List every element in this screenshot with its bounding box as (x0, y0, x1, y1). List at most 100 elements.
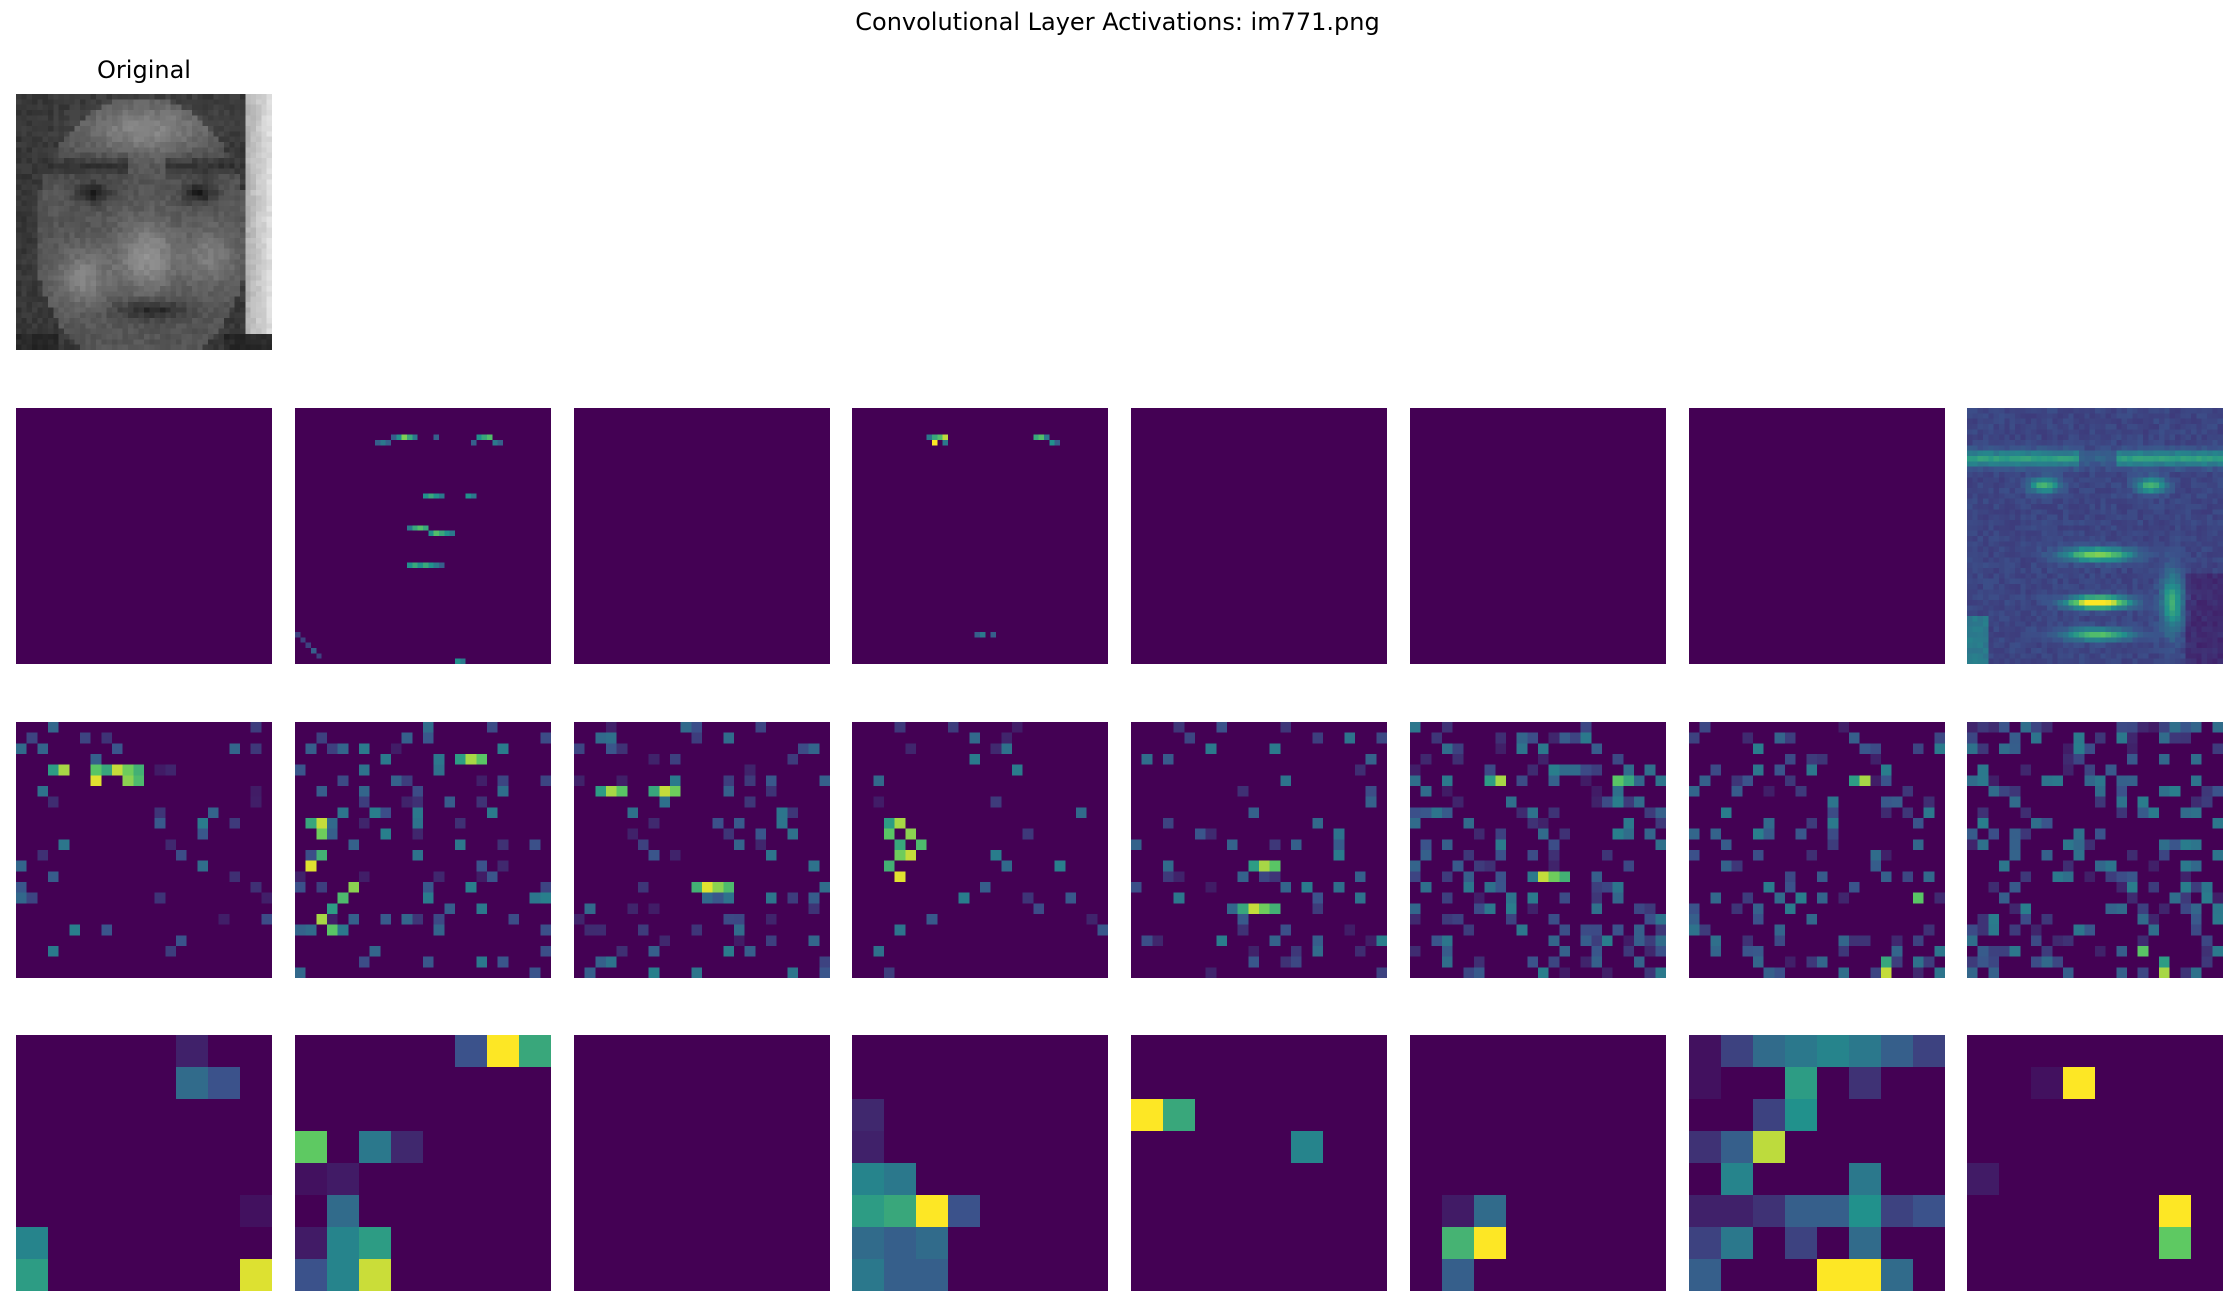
image-pixel (74, 195, 80, 201)
image-pixel (224, 334, 230, 340)
image-pixel (250, 291, 256, 297)
activation-cell (2009, 445, 2015, 451)
activation-cell (2116, 578, 2122, 584)
activation-cell (2148, 552, 2154, 558)
activation-cell (808, 860, 820, 872)
image-pixel (181, 120, 187, 126)
activation-cell (1141, 754, 1153, 765)
image-pixel (26, 190, 32, 196)
activation-cell (2207, 456, 2213, 462)
image-pixel (144, 131, 150, 137)
image-pixel (144, 200, 150, 206)
image-pixel (128, 211, 134, 217)
activation-cell (2127, 557, 2133, 563)
activation-cell (2191, 536, 2197, 542)
image-pixel (133, 206, 139, 212)
activation-cell (2057, 546, 2063, 552)
image-pixel (160, 147, 166, 153)
activation-cell (1972, 424, 1978, 430)
activation-cell (1977, 413, 1983, 419)
activation-cell (2191, 418, 2197, 424)
image-pixel (58, 254, 64, 260)
image-pixel (144, 174, 150, 180)
activation-cell (305, 642, 311, 648)
image-pixel (85, 115, 91, 121)
image-pixel (133, 179, 139, 185)
activation-cell (2015, 530, 2021, 536)
image-pixel (234, 232, 240, 238)
activation-cell (2148, 616, 2154, 622)
activation-cell (2185, 552, 2191, 558)
activation-cell (2089, 536, 2095, 542)
image-pixel (192, 323, 198, 329)
activation-cell (380, 754, 391, 765)
activation-cell (2191, 504, 2197, 510)
image-pixel (48, 302, 54, 308)
activation-cell (2180, 578, 2186, 584)
activation-cell (2063, 648, 2069, 654)
activation-cell (2159, 472, 2165, 478)
activation-cell (2169, 658, 2175, 664)
activation-cell (1999, 605, 2005, 611)
image-pixel (101, 152, 107, 158)
activation-cell (2175, 445, 2181, 451)
activation-cell (2031, 440, 2037, 446)
activation-cell (2073, 493, 2079, 499)
image-pixel (32, 131, 38, 137)
activation-cell (2057, 589, 2063, 595)
activation-cell (2041, 477, 2047, 483)
activation-cell (90, 764, 102, 776)
activation-cell (1988, 568, 1994, 574)
activation-cell (2036, 424, 2042, 430)
activation-cell (2084, 621, 2090, 627)
activation-cell (2180, 498, 2186, 504)
activation-cell (2009, 605, 2015, 611)
activation-cell (2009, 509, 2015, 515)
image-pixel (234, 259, 240, 265)
activation-cell (1977, 594, 1983, 600)
activation-cell (305, 860, 317, 872)
image-pixel (96, 211, 102, 217)
activation-cell (926, 434, 932, 440)
image-pixel (245, 296, 251, 302)
image-pixel (170, 211, 176, 217)
image-pixel (197, 227, 203, 233)
activation-cell (2180, 584, 2186, 590)
image-pixel (42, 179, 48, 185)
image-pixel (160, 110, 166, 116)
image-pixel (245, 243, 251, 249)
image-pixel (192, 254, 198, 260)
activation-cell (2148, 488, 2154, 494)
activation-cell (2095, 434, 2101, 440)
activation-cell (2095, 514, 2101, 520)
activation-cell (1983, 562, 1989, 568)
image-pixel (32, 104, 38, 110)
image-pixel (176, 131, 182, 137)
activation-cell (2143, 520, 2149, 526)
activation-cell (2116, 594, 2122, 600)
image-pixel (112, 126, 118, 132)
image-pixel (218, 142, 224, 148)
activation-cell (2020, 434, 2026, 440)
image-pixel (149, 115, 155, 121)
activation-cell (2148, 520, 2154, 526)
image-pixel (96, 158, 102, 164)
image-pixel (138, 339, 144, 345)
activation-cell (1967, 488, 1973, 494)
image-pixel (26, 334, 32, 340)
activation-cell (2047, 589, 2053, 595)
activation-cell (433, 871, 445, 882)
image-pixel (48, 158, 54, 164)
image-pixel (245, 254, 251, 260)
activation-cell (2057, 568, 2063, 574)
image-pixel (213, 195, 219, 201)
activation-cell (2175, 653, 2181, 659)
activation-cell (1999, 552, 2005, 558)
image-pixel (256, 179, 262, 185)
activation-cell (2132, 530, 2138, 536)
activation-cell (2089, 429, 2095, 435)
image-pixel (197, 339, 203, 345)
image-pixel (240, 323, 246, 329)
activation-cell (595, 732, 606, 744)
image-pixel (16, 120, 22, 126)
